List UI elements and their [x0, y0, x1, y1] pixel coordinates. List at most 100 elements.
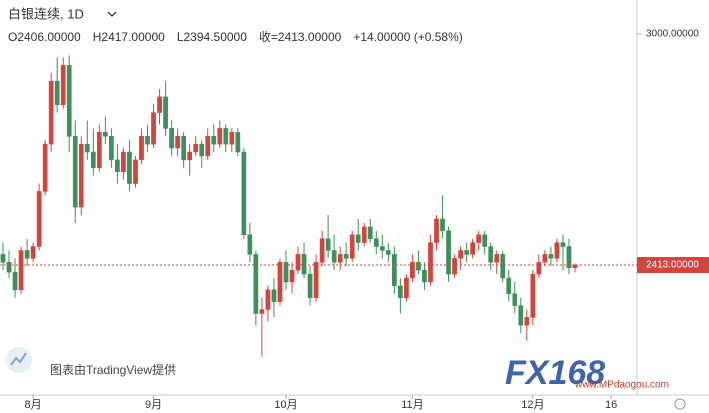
candle-body — [373, 238, 379, 247]
candle-body — [488, 246, 494, 263]
candle-body — [331, 250, 337, 263]
candle-body — [337, 254, 343, 263]
candle-body — [66, 65, 72, 137]
candle-body — [163, 96, 168, 129]
candle-body — [169, 128, 174, 149]
attribution: 图表由TradingView提供 — [50, 362, 176, 377]
candle-body — [536, 262, 542, 275]
y-tick-label: 3000.00000 — [646, 29, 699, 40]
candle-body — [60, 65, 66, 106]
candle-body — [54, 80, 60, 106]
candle-body — [283, 262, 289, 283]
candle-body — [385, 250, 391, 255]
ohlc-value: H2417.00000 — [93, 30, 165, 44]
last-price-tag — [637, 257, 709, 274]
candle-body — [542, 254, 548, 263]
candle-body — [127, 151, 132, 184]
candle-body — [36, 191, 42, 247]
candle-body — [199, 143, 205, 157]
x-tick-label: 16 — [605, 399, 617, 411]
candle-body — [289, 269, 295, 283]
candle-body — [428, 242, 433, 283]
candle-body — [470, 242, 475, 255]
candle-body — [482, 234, 488, 247]
candle-body — [211, 136, 217, 145]
candles — [0, 55, 578, 357]
settings-icon[interactable] — [674, 398, 686, 410]
candle-body — [157, 96, 162, 113]
last-price-label: 2413.00000 — [646, 260, 699, 271]
candle-body — [277, 262, 283, 302]
candle-body — [343, 254, 349, 259]
candle-body — [422, 269, 427, 283]
candle-body — [398, 285, 403, 298]
candle-body — [217, 128, 223, 145]
candle-body — [90, 151, 96, 169]
candle-body — [133, 159, 138, 184]
candle-body — [145, 136, 150, 145]
candle-body — [84, 143, 90, 153]
candle-body — [18, 250, 24, 291]
candle-body — [355, 234, 361, 243]
candle-body — [325, 238, 331, 251]
ohlc-value: 收=2413.00000 — [259, 30, 342, 44]
candle-body — [434, 218, 439, 243]
candle-body — [121, 151, 126, 172]
candle-body — [187, 151, 193, 161]
candle-body — [313, 262, 319, 298]
candle-body — [72, 136, 78, 208]
candle-body — [452, 258, 457, 275]
candle-body — [349, 234, 355, 259]
x-tick-label: 9月 — [145, 399, 162, 411]
candle-body — [464, 250, 469, 255]
candle-body — [410, 262, 415, 279]
candle-body — [512, 293, 518, 306]
candle-body — [554, 242, 560, 259]
candle-body — [181, 136, 186, 161]
candle-body — [572, 264, 578, 269]
candle-body — [500, 254, 506, 279]
chart-title[interactable]: 白银连续, 1D — [8, 6, 84, 21]
candle-body — [12, 271, 18, 291]
ohlc-value: L2394.50000 — [177, 30, 247, 44]
candle-body — [78, 143, 84, 208]
candle-body — [96, 132, 102, 169]
candle-body — [223, 128, 229, 145]
logo: FX168 — [505, 354, 605, 392]
candle-body — [6, 262, 12, 273]
candle-body — [518, 305, 524, 326]
candle-body — [205, 136, 211, 157]
candle-body — [319, 238, 325, 263]
candle-body — [392, 254, 397, 287]
candle-body — [265, 289, 271, 310]
candle-body — [229, 132, 235, 145]
candle-body — [361, 226, 367, 243]
tradingview-watermark: 图表由TradingView提供 — [6, 347, 176, 377]
candle-body — [0, 254, 6, 263]
candle-body — [247, 234, 253, 255]
ohlc-value: O2406.00000 — [8, 30, 81, 44]
candle-body — [404, 277, 409, 298]
candle-body — [506, 277, 512, 295]
candle-body — [440, 218, 445, 232]
candle-body — [476, 234, 482, 243]
candle-body — [379, 246, 385, 251]
candle-body — [259, 309, 265, 314]
candle-body — [548, 254, 554, 259]
x-tick-label: 8月 — [25, 399, 42, 411]
candle-body — [307, 273, 313, 298]
candle-body — [103, 132, 108, 137]
candle-body — [193, 143, 199, 153]
dropdown-icon[interactable] — [107, 11, 117, 17]
candle-body — [30, 246, 36, 259]
candle-body — [241, 151, 247, 235]
ohlc-value: +14.00000 (+0.58%) — [353, 30, 462, 44]
x-tick-label: 10月 — [274, 399, 297, 411]
candle-body — [295, 254, 301, 271]
candle-body — [494, 254, 500, 263]
logo-url: www.MPdaogou.com — [574, 380, 669, 391]
candle-body — [253, 254, 259, 314]
x-tick-label: 12月 — [521, 399, 544, 411]
candle-body — [48, 80, 54, 145]
